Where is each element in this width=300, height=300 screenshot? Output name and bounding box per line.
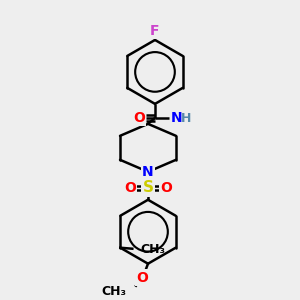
Text: CH₃: CH₃ [140,243,165,256]
Text: N: N [142,165,154,179]
Text: O: O [136,271,148,285]
Text: S: S [142,180,154,195]
Text: O: O [124,181,136,195]
Text: H: H [181,112,191,125]
Text: O: O [160,181,172,195]
Text: F: F [150,24,160,38]
Text: N: N [171,111,183,125]
Text: CH₃: CH₃ [101,285,126,298]
Text: O: O [133,111,145,125]
